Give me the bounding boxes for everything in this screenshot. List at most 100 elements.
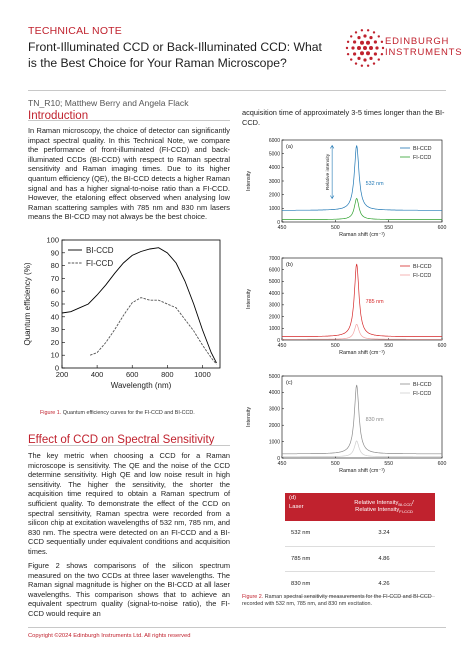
qe-y-tick-label: 70 [51, 274, 59, 283]
raman-x-tick-label: 500 [331, 225, 340, 231]
logo-dot [373, 52, 377, 56]
logo-dot [357, 56, 361, 60]
raman-series-fi-ccd [282, 323, 442, 340]
logo-dot [366, 40, 370, 45]
sensitivity-heading-underline [28, 445, 230, 446]
qe-y-tick-label: 10 [51, 351, 59, 360]
raman-wavelength-annotation: 785 nm [366, 299, 384, 305]
logo-dot [373, 40, 377, 44]
logo-dot [369, 46, 373, 50]
raman-y-tick-label: 0 [277, 338, 280, 344]
raman-y-tick-label: 5000 [269, 279, 280, 285]
table-row: 830 nm 4.26 [285, 571, 435, 596]
logo-dot [346, 52, 350, 56]
arrow-head-down-icon [330, 195, 335, 200]
qe-x-axis-label: Wavelength (nm) [111, 381, 172, 390]
relative-intensity-label: Relative intensity [325, 153, 331, 190]
qe-y-tick-label: 20 [51, 338, 59, 347]
arrow-head-up-icon [330, 144, 335, 149]
logo-dot [363, 34, 367, 38]
raman-wavelength-annotation: 830 nm [366, 417, 384, 423]
qe-x-tick-label: 200 [56, 370, 69, 379]
figure-1-caption-label: Figure 1. [40, 410, 62, 416]
ratio-denominator-sub: FI-CCD [399, 509, 413, 515]
raman-x-tick-label: 500 [331, 343, 340, 349]
table-row: 785 nm 4.86 [285, 546, 435, 571]
raman-series-bi-ccd [282, 145, 442, 211]
header-divider [28, 90, 446, 91]
logo-dot [346, 40, 350, 44]
introduction-heading: Introduction [28, 110, 89, 122]
logo-dot [380, 52, 384, 56]
raman-y-tick-label: 0 [277, 220, 280, 226]
raman-y-axis-label: Intensity [246, 289, 252, 309]
figure-2d-table: (d) Laser Relative IntensityBI-CCD/ Rela… [285, 493, 435, 597]
raman-x-tick-label: 550 [384, 343, 393, 349]
raman-x-tick-label: 600 [438, 225, 447, 231]
qe-series-fi-ccd [89, 297, 217, 365]
logo-dot [366, 29, 370, 32]
logo-dot [350, 35, 353, 38]
raman-x-tick-label: 450 [278, 461, 287, 467]
raman-x-tick-label: 600 [438, 461, 447, 467]
raman-plot-frame [281, 257, 443, 341]
table-row: 532 nm 3.24 [285, 521, 435, 546]
raman-x-axis-label: Raman shift (cm⁻¹) [339, 350, 385, 356]
logo-dot [377, 35, 380, 38]
raman-y-tick-label: 1000 [269, 326, 280, 332]
raman-x-tick-label: 450 [278, 343, 287, 349]
raman-legend-entry: FI-CCD [413, 155, 431, 161]
logo-dot [353, 40, 357, 44]
qe-chart-svg: 200 400 600 800 1000 0 10 20 30 40 50 60 70 80 90 100 Wa… [23, 236, 221, 390]
raman-series-fi-ccd [282, 440, 442, 458]
logo-dot [357, 36, 361, 40]
raman-wavelength-annotation: 532 nm [366, 181, 384, 187]
figure-2-caption: Figure 2. Raman spectral sensitivity mea… [242, 594, 452, 608]
table-cell-laser: 830 nm [291, 580, 311, 587]
sensitivity-paragraph-1: The key metric when choosing a CCD for a… [28, 451, 230, 556]
raman-y-tick-label: 2000 [269, 314, 280, 320]
raman-plot-frame [281, 375, 443, 459]
raman-panel-label: (b) [286, 262, 293, 268]
technical-note-label: TECHNICAL NOTE [28, 25, 123, 37]
table-cell-ratio: 4.86 [378, 555, 390, 562]
logo-dot [363, 46, 367, 50]
qe-legend-entry: FI-CCD [86, 259, 113, 268]
logo-dot [369, 36, 373, 40]
qe-y-tick-label: 60 [51, 287, 59, 296]
raman-legend-entry: BI-CCD [413, 264, 432, 270]
table-header-laser: (d) Laser [285, 493, 333, 521]
logo-dot [354, 62, 358, 65]
qe-y-tick-label: 80 [51, 261, 59, 270]
logo-text-line1: EDINBURGH [385, 36, 450, 47]
table-cell-laser: 532 nm [291, 530, 311, 537]
raman-y-axis-label: Intensity [246, 407, 252, 427]
raman-legend-entry: FI-CCD [413, 391, 431, 397]
table-cell-laser: 785 nm [291, 555, 311, 562]
page-title: Front-Illuminated CCD or Back-Illuminate… [28, 40, 322, 70]
raman-y-tick-label: 7000 [269, 256, 280, 262]
logo-dot [351, 46, 355, 50]
raman-x-axis-label: Raman shift (cm⁻¹) [339, 468, 385, 474]
table-cell-ratio: 4.26 [378, 580, 390, 587]
logo-dot [366, 51, 370, 56]
raman-panel-label: (a) [286, 144, 293, 150]
raman-y-tick-label: 6000 [269, 268, 280, 274]
logo-dot [366, 64, 370, 67]
figure-2c-830nm-chart: 450 500 550 600 0 1000 2000 3000 4000 5000 Raman s… [246, 374, 447, 474]
raman-y-tick-label: 5000 [269, 374, 280, 380]
ratio-numerator: Relative Intensity [354, 499, 399, 506]
raman-y-tick-label: 2000 [269, 192, 280, 198]
qe-x-tick-label: 1000 [194, 370, 211, 379]
figure-2b-785nm-chart: 450 500 550 6000100020003000400050006000700… [246, 256, 446, 356]
raman-y-tick-label: 4000 [269, 165, 280, 171]
raman-y-axis-label: Intensity [246, 171, 252, 191]
right-column-continued-text: acquisition time of approximately 3-5 ti… [242, 108, 445, 127]
qe-series-bi-ccd [61, 247, 217, 364]
raman-plot-frame [281, 139, 443, 223]
logo-dot [372, 31, 376, 34]
qe-y-axis-label: Quantum efficiency (%) [23, 262, 32, 345]
raman-y-tick-label: 4000 [269, 291, 280, 297]
raman-legend-entry: FI-CCD [413, 273, 431, 279]
intro-paragraph: In Raman microscopy, the choice of detec… [28, 126, 230, 222]
